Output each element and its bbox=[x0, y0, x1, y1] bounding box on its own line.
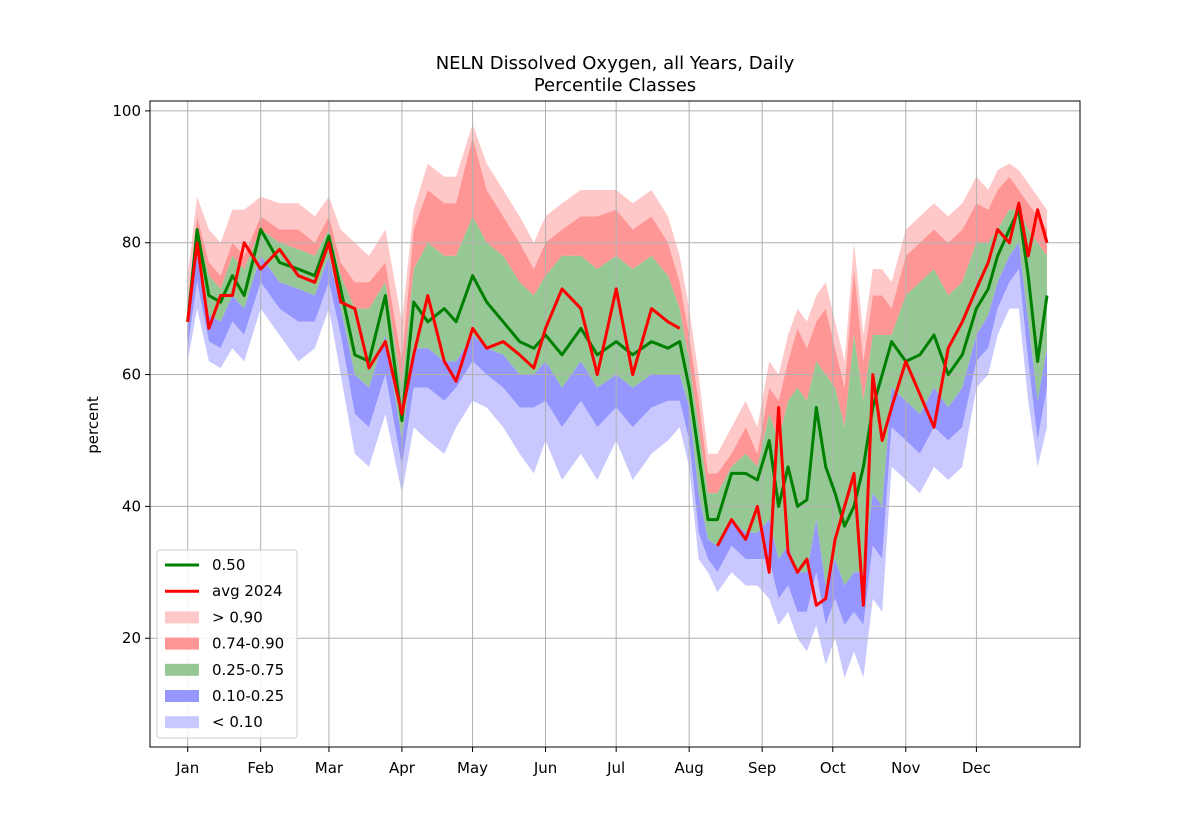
chart-subtitle: Percentile Classes bbox=[534, 75, 696, 96]
legend-label-3: 0.74-0.90 bbox=[212, 635, 284, 653]
series-line-0 bbox=[186, 208, 1049, 528]
band-2 bbox=[187, 209, 1047, 586]
band-1 bbox=[187, 137, 1047, 494]
x-tick-label-10: Nov bbox=[891, 759, 920, 777]
grid bbox=[150, 101, 1080, 747]
x-tick-label-4: May bbox=[457, 759, 488, 777]
legend-swatch-2 bbox=[165, 611, 199, 624]
x-axis: Jan Feb Mar Apr May Jun Jul Aug Sep Oct Nov Dec bbox=[175, 747, 991, 777]
legend-label-2: > 0.90 bbox=[212, 608, 263, 626]
band-4 bbox=[187, 269, 1047, 678]
y-axis-label: percent bbox=[84, 396, 102, 454]
y-tick-label-3: 80 bbox=[122, 234, 141, 252]
percentile-bands bbox=[187, 124, 1047, 678]
x-tick-label-7: Aug bbox=[675, 759, 704, 777]
y-tick-label-1: 40 bbox=[122, 497, 141, 515]
x-tick-label-11: Dec bbox=[962, 759, 991, 777]
legend-label-1: avg 2024 bbox=[212, 582, 283, 600]
y-tick-label-4: 100 bbox=[112, 102, 141, 120]
legend-swatch-5 bbox=[165, 690, 199, 702]
x-tick-label-1: Feb bbox=[247, 759, 274, 777]
x-tick-label-0: Jan bbox=[175, 759, 199, 777]
series-line-1 bbox=[186, 201, 1049, 607]
legend-label-6: < 0.10 bbox=[212, 713, 263, 731]
legend-label-0: 0.50 bbox=[212, 556, 245, 574]
y-tick-label-0: 20 bbox=[122, 629, 141, 647]
plot-frame bbox=[149, 100, 1081, 748]
legend-swatch-6 bbox=[165, 716, 199, 729]
y-axis: 20 40 60 80 100 bbox=[112, 102, 150, 647]
legend-label-5: 0.10-0.25 bbox=[212, 687, 284, 705]
x-tick-label-6: Jul bbox=[606, 759, 625, 777]
chart-title: NELN Dissolved Oxygen, all Years, Daily bbox=[436, 53, 795, 74]
x-tick-label-8: Sep bbox=[748, 759, 776, 777]
legend-label-4: 0.25-0.75 bbox=[212, 661, 284, 679]
y-tick-label-2: 60 bbox=[122, 366, 141, 384]
legend-swatch-4 bbox=[165, 663, 199, 676]
x-tick-label-9: Oct bbox=[820, 759, 846, 777]
x-tick-label-3: Apr bbox=[389, 759, 416, 777]
series-lines bbox=[186, 201, 1049, 607]
x-tick-label-2: Mar bbox=[315, 759, 344, 777]
legend-swatch-3 bbox=[165, 637, 199, 650]
band-0 bbox=[187, 124, 1047, 474]
legend: 0.50 avg 2024 > 0.90 0.74-0.90 0.25-0.75 0.10… bbox=[156, 549, 298, 739]
x-tick-label-5: Jun bbox=[533, 759, 557, 777]
band-3 bbox=[187, 242, 1047, 626]
